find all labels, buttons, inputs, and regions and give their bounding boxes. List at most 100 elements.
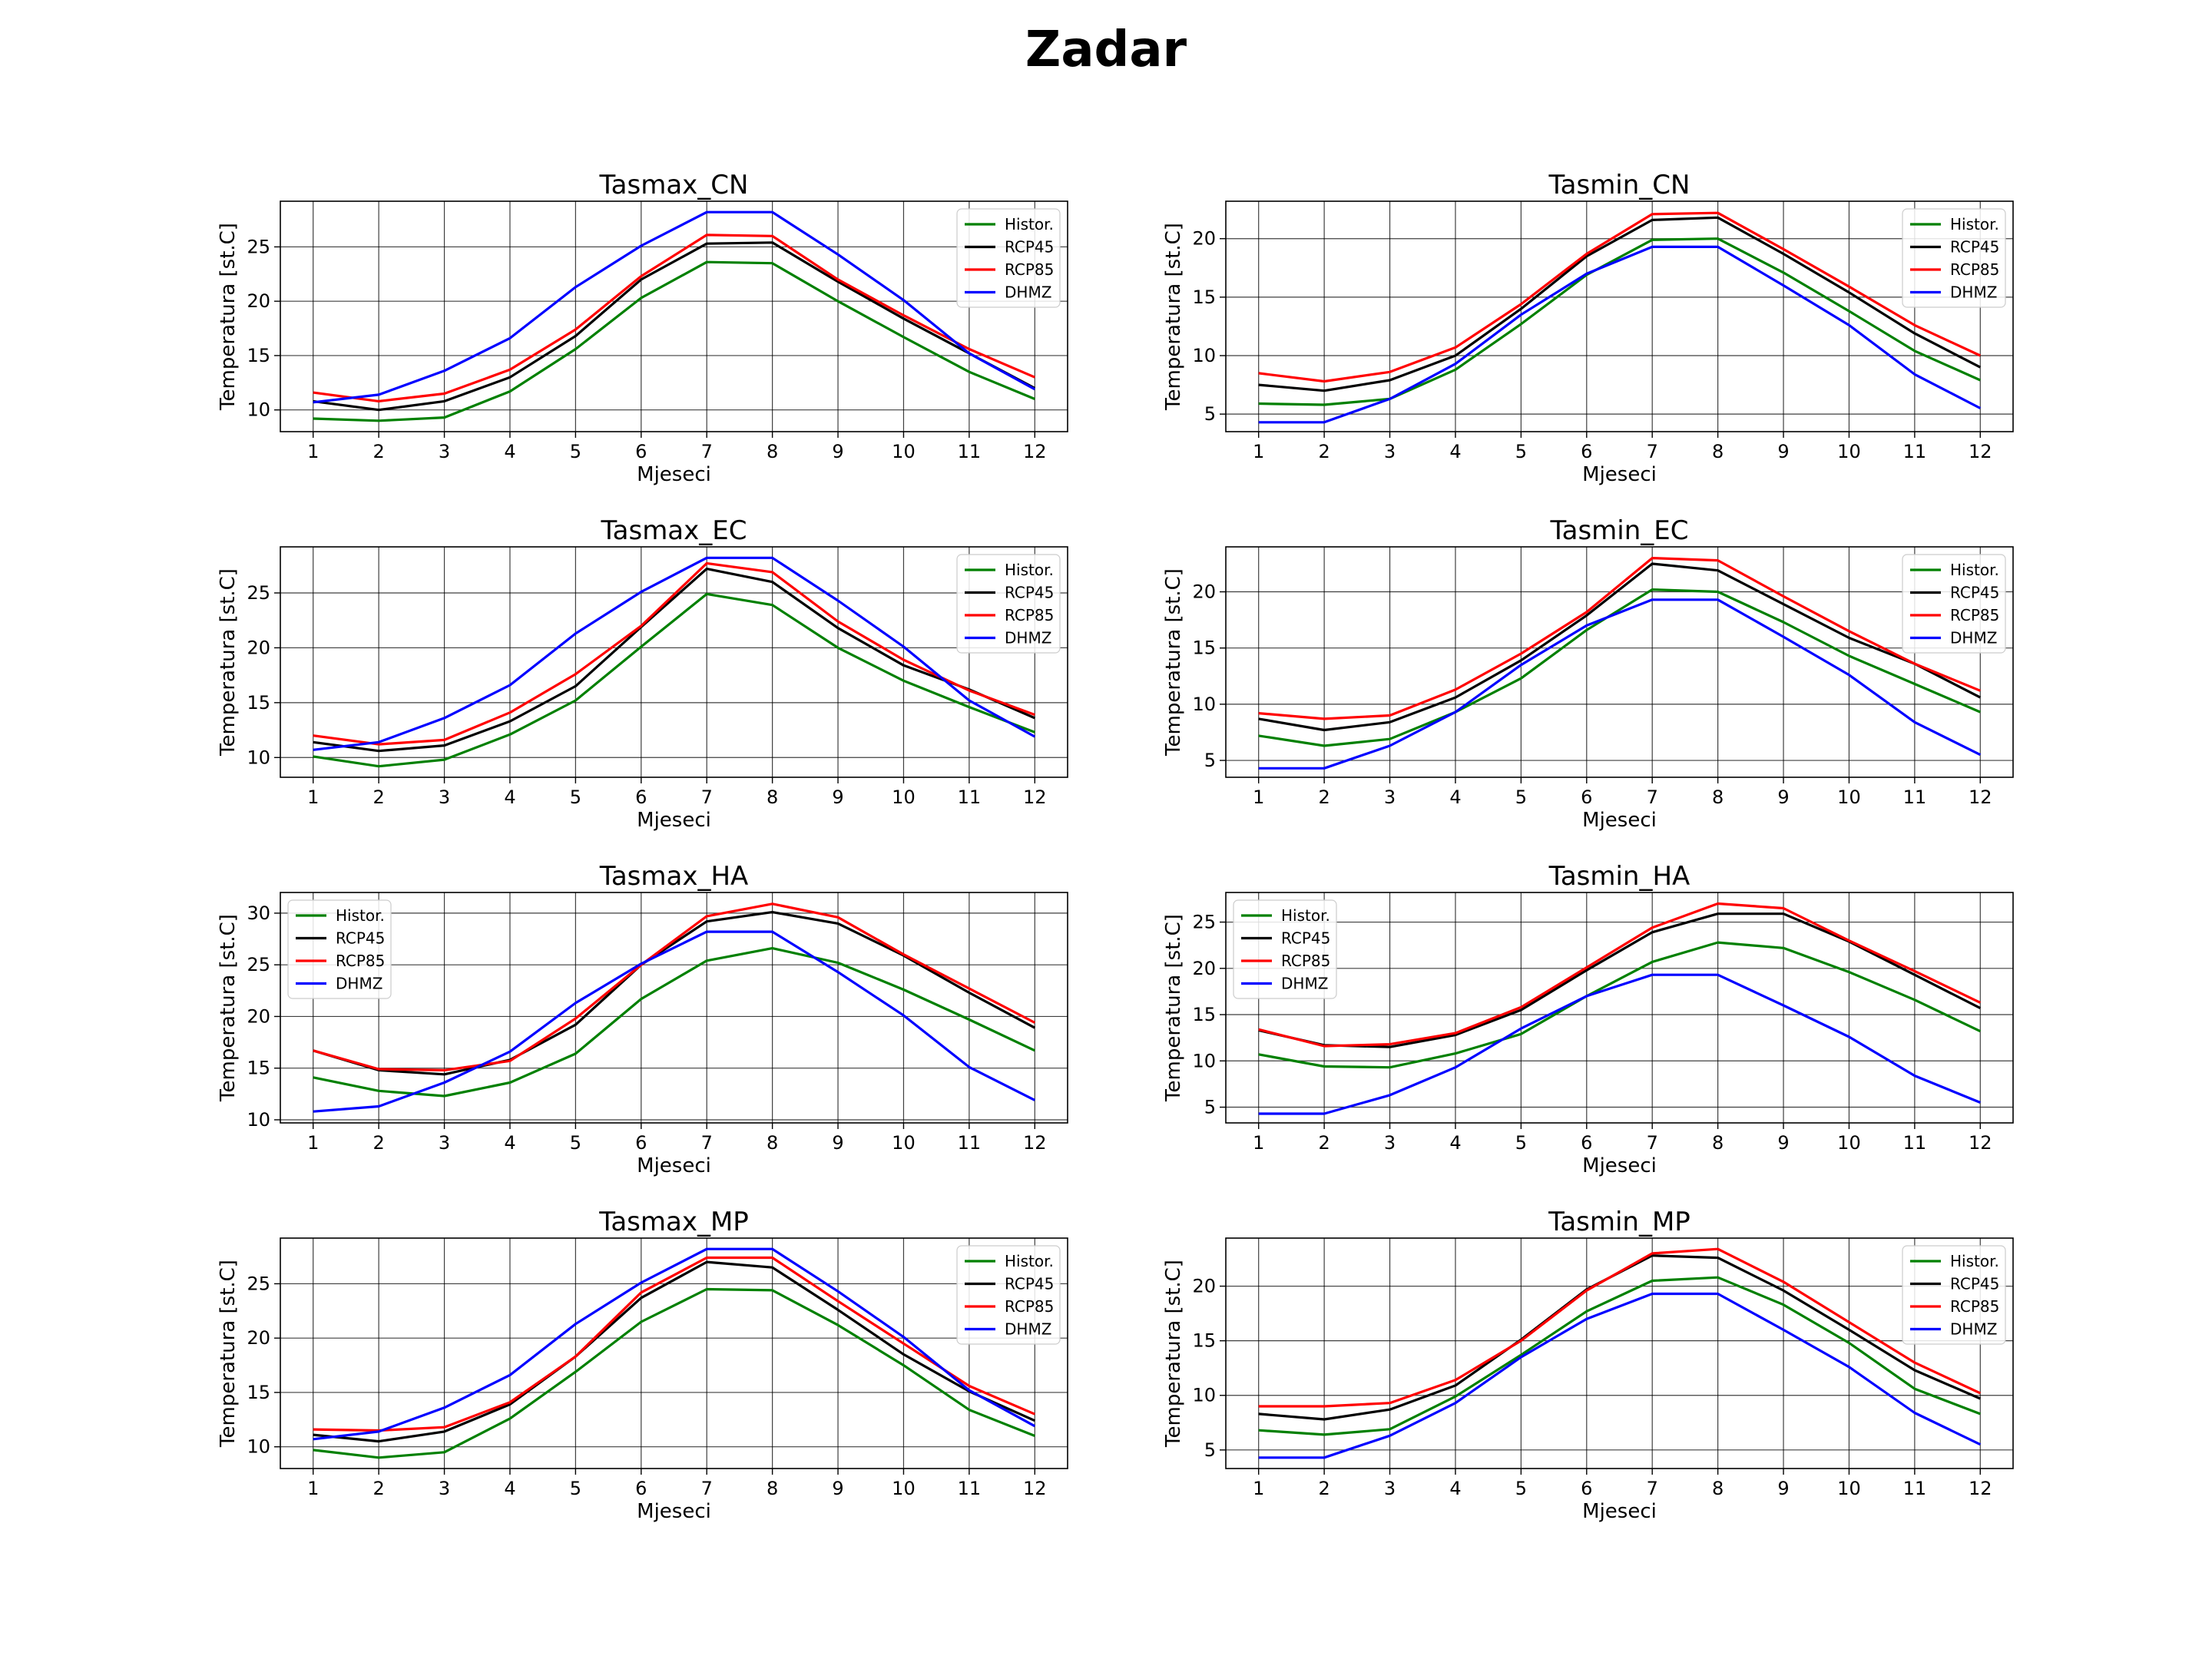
- x-tick-label: 9: [1777, 1132, 1789, 1154]
- axes-frame: [1225, 546, 2014, 778]
- x-tick-label: 5: [570, 786, 581, 808]
- y-tick-label: 25: [247, 954, 270, 975]
- y-tick-label: 15: [247, 692, 270, 714]
- x-tick-label: 5: [1515, 786, 1527, 808]
- y-tick-label: 25: [247, 236, 270, 257]
- x-axis-label: Mjeseci: [637, 1154, 711, 1177]
- chart-tasmax-ec: 1 2 3 4 5 6 7 8 9 10 11 1210152025Tasmax_ECMjeseciT…: [217, 515, 1068, 832]
- x-tick-label: 2: [373, 441, 384, 462]
- x-tick-label: 2: [1318, 786, 1330, 808]
- y-tick-label: 5: [1204, 750, 1216, 771]
- x-tick-label: 5: [1515, 1478, 1527, 1499]
- x-tick-label: 1: [1253, 441, 1264, 462]
- page-title: Zadar: [1025, 22, 1187, 78]
- y-axis-label: Temperatura [st.C]: [217, 1260, 240, 1448]
- series-line-rcp85: [313, 1256, 1035, 1432]
- legend-entry: RCP45: [336, 929, 385, 948]
- legend-entry: RCP85: [1005, 260, 1054, 279]
- x-tick-label: 1: [1253, 786, 1264, 808]
- x-tick-label: 12: [1969, 1132, 1992, 1154]
- legend-box: [956, 554, 1061, 654]
- x-tick-label: 4: [504, 441, 515, 462]
- series-line-rcp45: [1258, 562, 1982, 732]
- x-tick-label: 11: [1903, 786, 1927, 808]
- legend-box: [1902, 208, 2006, 308]
- y-tick-label: 15: [1192, 1330, 1216, 1352]
- y-tick-label: 10: [1192, 1050, 1216, 1071]
- legend-entry: RCP85: [336, 952, 385, 970]
- legend-box: [1902, 554, 2006, 654]
- legend-entry: RCP45: [1950, 584, 1999, 602]
- x-tick-label: 8: [767, 1132, 778, 1154]
- x-tick-label: 11: [958, 1478, 982, 1499]
- legend-entry: RCP45: [1281, 929, 1330, 948]
- y-tick-label: 5: [1204, 1097, 1216, 1118]
- series-line-rcp45: [313, 910, 1036, 1076]
- chart-title: Tasmin_CN: [1548, 170, 1690, 200]
- y-tick-label: 15: [247, 1058, 270, 1079]
- x-tick-label: 11: [958, 786, 982, 808]
- y-tick-label: 10: [247, 747, 270, 768]
- axes-frame: [1225, 1237, 2014, 1469]
- plot-area: [280, 201, 1068, 432]
- x-axis-label: Mjeseci: [1582, 809, 1657, 832]
- legend: Histor. RCP45 RCP85 DHMZ: [956, 208, 1061, 308]
- x-tick-label: 1: [307, 1132, 319, 1154]
- legend-entry: RCP45: [1950, 1275, 1999, 1293]
- series-line-histor: [313, 1287, 1035, 1459]
- legend-box: [956, 1245, 1061, 1345]
- x-tick-label: 10: [1837, 441, 1861, 462]
- x-tick-label: 6: [1581, 441, 1592, 462]
- x-tick-label: 4: [504, 1132, 515, 1154]
- x-tick-label: 4: [1449, 786, 1461, 808]
- y-tick-label: 5: [1204, 1439, 1216, 1461]
- series-line-rcp85: [1258, 211, 1981, 383]
- x-tick-label: 6: [1581, 786, 1592, 808]
- x-tick-label: 8: [767, 441, 778, 462]
- x-tick-label: 12: [1023, 1478, 1047, 1499]
- y-tick-label: 20: [247, 637, 270, 658]
- x-tick-label: 12: [1023, 441, 1047, 462]
- x-tick-label: 6: [635, 1478, 647, 1499]
- legend: Histor. RCP45 RCP85 DHMZ: [1902, 554, 2006, 654]
- x-axis-label: Mjeseci: [637, 809, 711, 832]
- x-tick-label: 5: [570, 1132, 581, 1154]
- legend: Histor. RCP45 RCP85 DHMZ: [1902, 1245, 2006, 1345]
- chart-tasmin-mp: 1 2 3 4 5 6 7 8 9 10 11 125101520Tasmin_MPMjeseciTe…: [1162, 1207, 2014, 1523]
- series-line-histor: [313, 946, 1035, 1098]
- x-tick-label: 4: [1449, 1132, 1461, 1154]
- x-axis-label: Mjeseci: [637, 1500, 711, 1523]
- legend-entry: RCP45: [1005, 1275, 1054, 1293]
- x-tick-label: 2: [1318, 1478, 1330, 1499]
- x-tick-label: 8: [1712, 441, 1724, 462]
- legend-entry: RCP45: [1005, 584, 1054, 602]
- x-axis-label: Mjeseci: [1582, 1500, 1657, 1523]
- x-tick-label: 6: [1581, 1478, 1592, 1499]
- series-line-rcp45: [1258, 912, 1982, 1048]
- chart-tasmax-cn: 1 2 3 4 5 6 7 8 9 10 11 1210152025Tasmax_CNMjeseciT…: [217, 170, 1068, 486]
- legend-entry: DHMZ: [1950, 1320, 1997, 1339]
- x-tick-label: 3: [439, 441, 450, 462]
- legend-box: [1233, 899, 1337, 999]
- series-line-rcp85: [1258, 1247, 1981, 1408]
- legend-entry: RCP85: [1950, 1297, 1999, 1316]
- chart-tasmin-ec: 1 2 3 4 5 6 7 8 9 10 11 125101520Tasmin_ECMjeseciTe…: [1162, 515, 2014, 832]
- legend-entry: Histor.: [1950, 1252, 1999, 1270]
- x-axis-label: Mjeseci: [1582, 463, 1657, 486]
- x-tick-label: 12: [1969, 786, 1992, 808]
- x-tick-label: 10: [1837, 786, 1861, 808]
- x-tick-label: 6: [635, 1132, 647, 1154]
- x-tick-label: 7: [701, 441, 713, 462]
- x-tick-label: 10: [892, 1132, 916, 1154]
- legend-entry: RCP85: [1950, 606, 1999, 624]
- y-tick-label: 10: [1192, 345, 1216, 366]
- legend-entry: DHMZ: [1005, 1320, 1051, 1339]
- legend-entry: DHMZ: [1281, 975, 1328, 993]
- axes-frame: [1225, 892, 2014, 1124]
- legend-entry: RCP85: [1005, 1297, 1054, 1316]
- legend-entry: DHMZ: [1005, 283, 1051, 302]
- legend: Histor. RCP45 RCP85 DHMZ: [1902, 208, 2006, 308]
- series-line-histor: [1258, 1276, 1981, 1436]
- x-tick-label: 11: [1903, 1478, 1927, 1499]
- x-tick-label: 8: [767, 786, 778, 808]
